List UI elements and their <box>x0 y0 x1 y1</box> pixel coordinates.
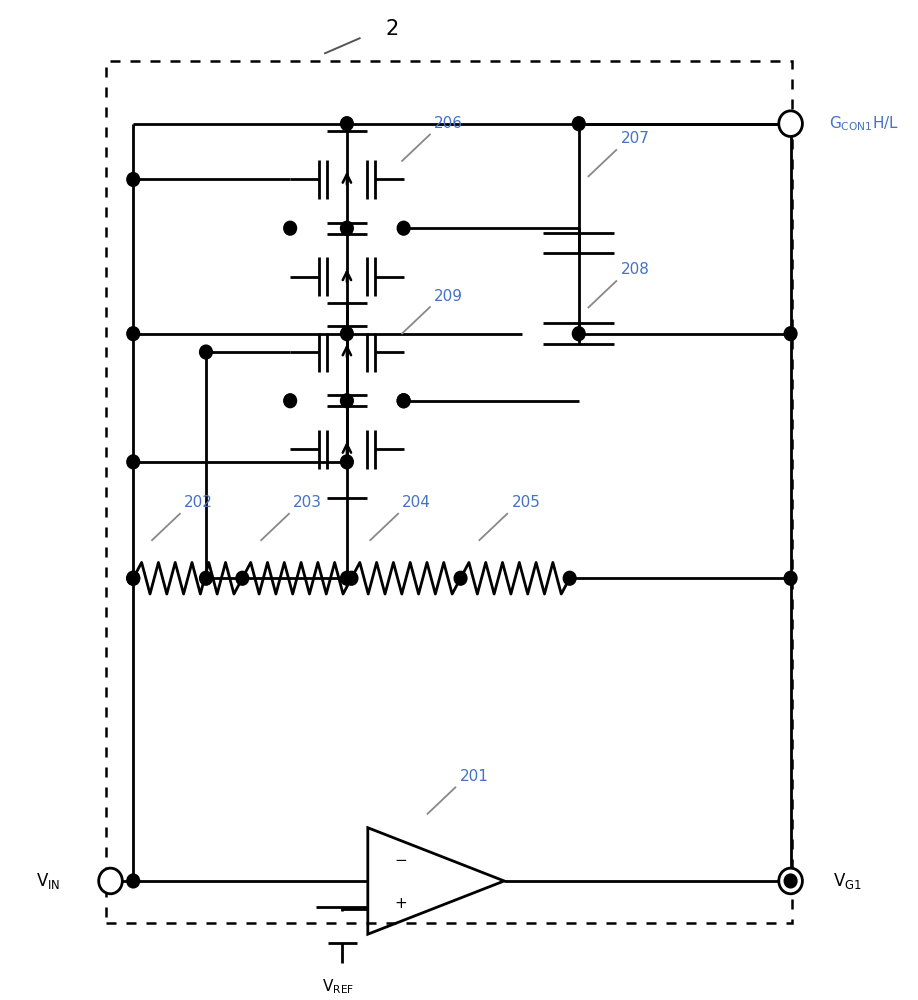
Text: 209: 209 <box>434 289 464 304</box>
Text: G$_{\rm CON1}$H/L: G$_{\rm CON1}$H/L <box>829 114 899 133</box>
Text: 205: 205 <box>511 495 541 510</box>
Text: 204: 204 <box>402 495 431 510</box>
Circle shape <box>784 571 797 585</box>
Circle shape <box>778 868 802 894</box>
Circle shape <box>199 345 212 359</box>
Circle shape <box>127 173 140 186</box>
Text: V$_{\rm G1}$: V$_{\rm G1}$ <box>834 871 862 891</box>
Circle shape <box>573 327 585 341</box>
Text: $-$: $-$ <box>394 851 407 866</box>
Circle shape <box>573 117 585 131</box>
Circle shape <box>341 117 353 131</box>
Circle shape <box>784 327 797 341</box>
Circle shape <box>778 111 802 136</box>
Circle shape <box>345 571 358 585</box>
Circle shape <box>236 571 249 585</box>
Circle shape <box>127 571 140 585</box>
Text: $+$: $+$ <box>394 896 407 911</box>
Circle shape <box>564 571 576 585</box>
Text: 2: 2 <box>386 19 399 39</box>
Text: 206: 206 <box>434 116 464 131</box>
Circle shape <box>127 874 140 888</box>
Circle shape <box>341 221 353 235</box>
Circle shape <box>199 571 212 585</box>
Circle shape <box>284 394 297 408</box>
Text: 203: 203 <box>293 495 322 510</box>
Text: V$_{\rm REF}$: V$_{\rm REF}$ <box>321 978 353 996</box>
Text: 202: 202 <box>185 495 213 510</box>
Circle shape <box>397 394 410 408</box>
Circle shape <box>341 571 353 585</box>
Circle shape <box>341 455 353 469</box>
Circle shape <box>784 874 797 888</box>
Circle shape <box>341 394 353 408</box>
Text: 201: 201 <box>460 769 488 784</box>
Text: 207: 207 <box>621 131 649 146</box>
Circle shape <box>98 868 122 894</box>
Circle shape <box>397 394 410 408</box>
Circle shape <box>284 221 297 235</box>
Circle shape <box>341 327 353 341</box>
Circle shape <box>454 571 467 585</box>
Text: V$_{\rm IN}$: V$_{\rm IN}$ <box>36 871 61 891</box>
Circle shape <box>127 327 140 341</box>
Circle shape <box>127 571 140 585</box>
Text: 208: 208 <box>621 262 649 277</box>
Circle shape <box>397 221 410 235</box>
Circle shape <box>127 455 140 469</box>
